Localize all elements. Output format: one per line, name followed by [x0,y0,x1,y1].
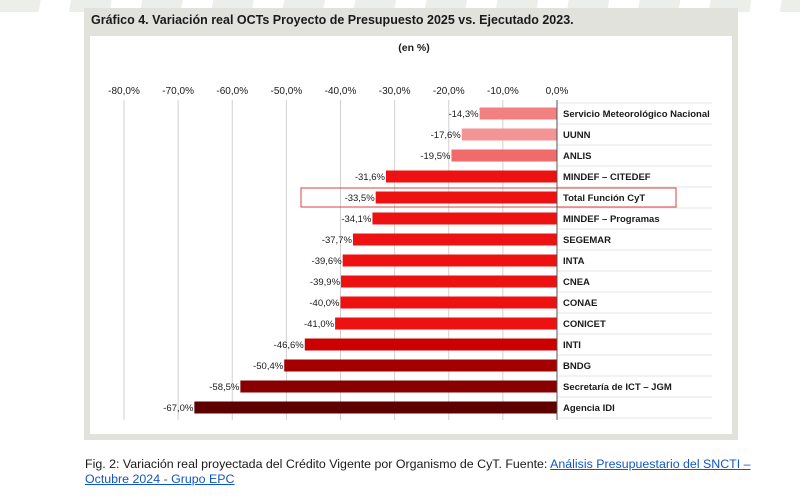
bar-value-label: -40,0% [309,298,340,309]
x-tick-label: -20,0% [433,86,465,97]
bar-value-label: -39,6% [312,256,343,267]
category-label: UUNN [563,130,591,141]
category-label: Agencia IDI [563,403,615,414]
bar-value-label: -37,7% [322,235,353,246]
x-tick-label: -80,0% [108,86,140,97]
bar [375,191,557,204]
bar-value-label: -46,6% [274,340,305,351]
category-label: Total Función CyT [563,193,645,204]
bar [451,149,557,162]
category-label: BNDG [563,361,591,372]
bar-value-label: -33,5% [345,193,376,204]
bar-value-label: -41,0% [304,319,335,330]
bar [340,296,557,309]
bar-value-label: -50,4% [253,361,284,372]
highlight-box [300,187,677,208]
bar [304,338,557,351]
bar [372,212,557,225]
x-tick-label: -40,0% [325,86,357,97]
category-label: INTI [563,340,581,351]
category-label: Secretaría de ICT – JGM [563,382,672,393]
category-label: SEGEMAR [563,235,611,246]
category-label: CNEA [563,277,590,288]
x-tick-label: -30,0% [379,86,411,97]
figure-caption: Fig. 2: Variación real proyectada del Cr… [85,457,765,487]
x-tick-label: -10,0% [487,86,519,97]
x-tick-label: -70,0% [162,86,194,97]
x-tick-label: 0,0% [546,86,569,97]
caption-text: Fig. 2: Variación real proyectada del Cr… [85,457,551,471]
x-tick-label: -50,0% [271,86,303,97]
bar [342,254,557,267]
category-label: CONAE [563,298,597,309]
bar-value-label: -67,0% [163,403,194,414]
bar-value-label: -58,5% [209,382,240,393]
bar-value-label: -14,3% [448,109,479,120]
bar-value-label: -34,1% [341,214,372,225]
bar-value-label: -39,9% [310,277,341,288]
chart-title: Gráfico 4. Variación real OCTs Proyecto … [91,13,574,27]
category-label: Servicio Meteorológico Nacional [563,109,710,120]
category-label: MINDEF – CITEDEF [563,172,651,183]
unit-label: (en %) [398,42,430,54]
bar [385,170,557,183]
bar-value-label: -19,5% [420,151,451,162]
category-label: ANLIS [563,151,592,162]
x-tick-label: -60,0% [216,86,248,97]
bar [284,359,557,372]
bar-value-label: -31,6% [355,172,386,183]
bar [240,380,557,393]
source-link[interactable]: Análisis Presupuestario del SNCTI – Octu… [85,457,751,486]
bar [335,317,557,330]
category-label: CONICET [563,319,606,330]
bar [352,233,557,246]
category-label: MINDEF – Programas [563,214,660,225]
bar [341,275,557,288]
bar-value-label: -17,6% [431,130,462,141]
bar [479,107,557,120]
bar [194,401,558,414]
category-label: INTA [563,256,585,267]
bar [461,128,557,141]
